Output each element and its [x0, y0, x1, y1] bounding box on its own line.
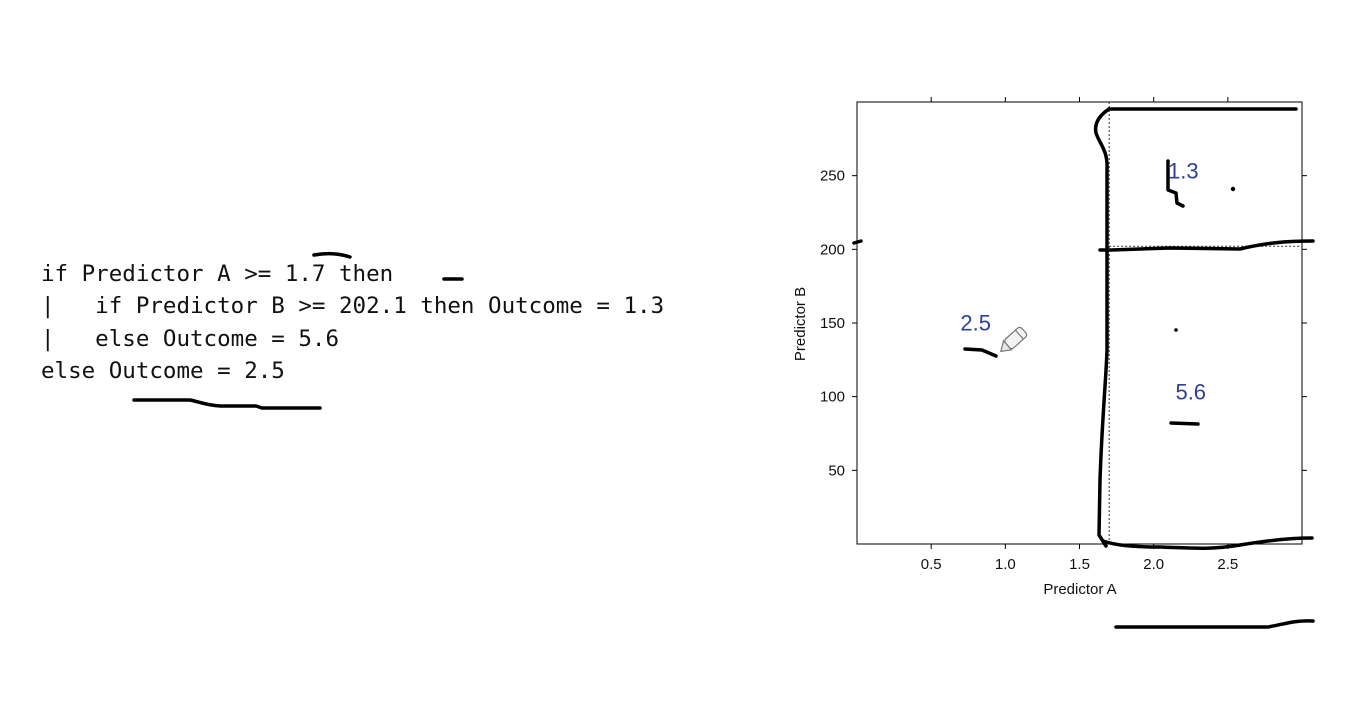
x-tick-label: 2.0 [1143, 556, 1164, 573]
ink-underline-2-5 [963, 347, 998, 358]
region-label: 2.5 [960, 310, 991, 335]
plot-frame [856, 101, 1303, 545]
ink-stroke-tick [312, 251, 352, 259]
ink-dot-mid [1174, 328, 1178, 332]
y-tick-label: 250 [820, 168, 845, 185]
ink-annotations [132, 107, 1315, 629]
ink-underline-bottom [1114, 619, 1315, 629]
y-tick-label: 100 [820, 389, 845, 406]
x-tick-label: 1.5 [1069, 556, 1090, 573]
split-lines [1108, 102, 1302, 544]
y-tick-label: 150 [820, 315, 845, 332]
code-line-3: | else Outcome = 5.6 [41, 325, 340, 352]
ink-dot-top [1230, 186, 1236, 192]
ink-label-1-3-mark [1166, 159, 1185, 208]
y-tick-label: 200 [820, 241, 845, 258]
region-labels: 2.5 1.3 5.6 [960, 159, 1206, 405]
ink-underline-5-6 [1169, 421, 1200, 426]
region-label: 5.6 [1175, 380, 1206, 405]
ink-box-left [1093, 107, 1111, 548]
ink-mark-axis [852, 239, 863, 245]
ink-split-b [1098, 239, 1315, 252]
ink-underline-else [132, 398, 322, 410]
x-tick-label: 0.5 [921, 556, 942, 573]
y-axis-label: Predictor B [792, 287, 809, 361]
x-tick-label: 2.5 [1217, 556, 1238, 573]
decision-rules-code: if Predictor A >= 1.7 then | if Predicto… [41, 258, 664, 387]
code-line-2: | if Predictor B >= 202.1 then Outcome =… [41, 293, 665, 320]
ink-box-bottom [1101, 536, 1314, 550]
code-line-4: else Outcome = 2.5 [41, 357, 285, 384]
y-tick-label: 50 [828, 462, 845, 479]
code-line-1: if Predictor A >= 1.7 then [41, 261, 394, 287]
x-tick-label: 1.0 [995, 556, 1016, 573]
pencil-icon [1000, 326, 1028, 353]
region-label: 1.3 [1168, 159, 1199, 184]
x-axis-label: Predictor A [1043, 581, 1116, 598]
x-axis: 0.5 1.0 1.5 2.0 2.5 [921, 97, 1238, 573]
y-axis: 50 100 150 200 250 [820, 168, 1307, 479]
